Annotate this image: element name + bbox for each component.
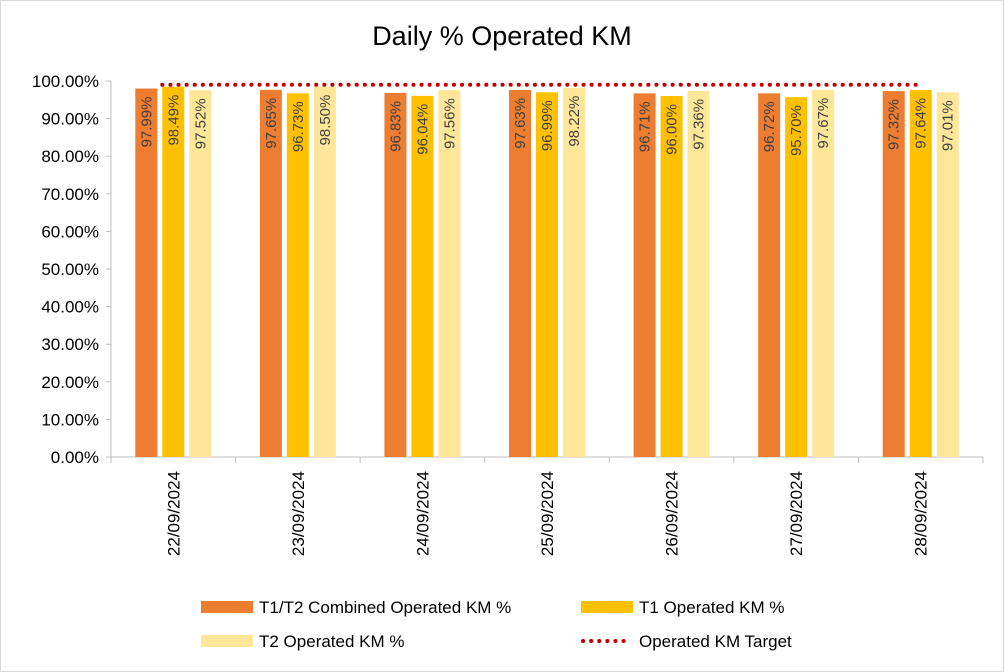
x-tick-label: 26/09/2024 (663, 471, 682, 556)
bar (909, 89, 932, 457)
bar (812, 89, 835, 457)
y-tick-label: 100.00% (32, 72, 99, 91)
y-tick-label: 0.00% (51, 448, 99, 467)
data-label: 97.56% (441, 98, 458, 149)
data-label: 97.67% (815, 98, 832, 149)
data-label: 97.63% (512, 98, 529, 149)
x-tick-label: 24/09/2024 (413, 471, 432, 556)
x-tick-label: 23/09/2024 (289, 471, 308, 556)
data-label: 98.22% (566, 96, 583, 147)
data-label: 96.00% (664, 104, 681, 155)
legend-swatch (201, 635, 253, 647)
y-tick-label: 90.00% (41, 110, 99, 129)
y-tick-label: 50.00% (41, 260, 99, 279)
bar (259, 89, 282, 457)
legend-swatch (581, 601, 633, 613)
bar (384, 92, 407, 458)
bar (189, 90, 212, 457)
y-tick-label: 70.00% (41, 185, 99, 204)
bar (882, 91, 905, 458)
data-label: 96.99% (539, 100, 556, 151)
x-tick-label: 28/09/2024 (912, 471, 931, 556)
chart-title: Daily % Operated KM (372, 21, 632, 51)
bar (687, 90, 710, 458)
data-label: 97.65% (263, 98, 280, 149)
legend-label: Operated KM Target (639, 632, 792, 651)
data-label: 97.52% (192, 98, 209, 149)
bar (563, 87, 585, 457)
y-tick-label: 60.00% (41, 222, 99, 241)
legend-label: T1/T2 Combined Operated KM % (259, 598, 511, 617)
legend-label: T2 Operated KM % (259, 632, 405, 651)
bar (633, 93, 656, 458)
y-tick-label: 80.00% (41, 147, 99, 166)
bar (785, 97, 808, 457)
bar (758, 93, 781, 458)
bar (438, 90, 461, 457)
bar (660, 96, 683, 457)
y-tick-label: 30.00% (41, 335, 99, 354)
y-tick-label: 40.00% (41, 298, 99, 317)
data-label: 95.70% (788, 105, 805, 156)
bar (135, 88, 158, 457)
bar (411, 95, 434, 458)
x-tick-label: 25/09/2024 (538, 471, 557, 556)
x-tick-label: 22/09/2024 (164, 471, 183, 556)
data-label: 96.83% (387, 101, 404, 152)
data-label: 97.64% (913, 98, 930, 149)
bar (509, 89, 531, 458)
legend-label: T1 Operated KM % (639, 598, 785, 617)
data-label: 96.72% (761, 101, 778, 152)
x-tick-label: 27/09/2024 (787, 471, 806, 556)
legend-swatch (201, 601, 253, 613)
bar (313, 86, 336, 457)
bar (162, 86, 185, 457)
data-label: 96.73% (290, 101, 307, 152)
data-label: 96.71% (637, 101, 654, 152)
bar (936, 92, 959, 457)
y-tick-label: 10.00% (41, 410, 99, 429)
y-tick-label: 20.00% (41, 373, 99, 392)
data-label: 97.01% (940, 100, 957, 151)
data-label: 98.49% (165, 95, 182, 146)
data-label: 97.99% (138, 97, 155, 148)
data-label: 96.04% (414, 104, 431, 155)
data-label: 98.50% (317, 95, 334, 146)
bar (536, 92, 558, 457)
bar (286, 93, 309, 457)
data-label: 97.36% (691, 99, 708, 150)
data-label: 97.32% (886, 99, 903, 150)
